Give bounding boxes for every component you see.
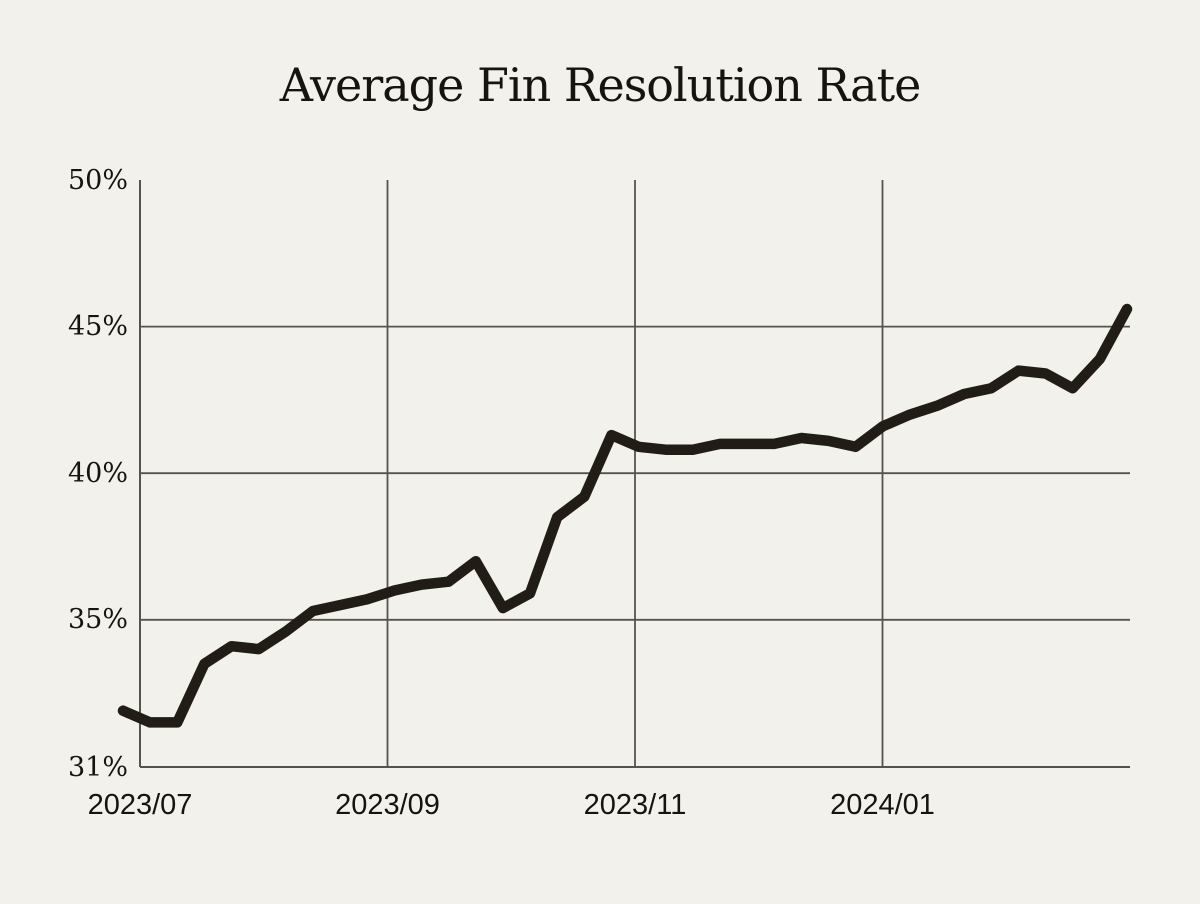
x-axis-tick-label: 2023/09 <box>335 789 440 821</box>
y-axis-tick-label: 45% <box>67 311 128 343</box>
y-axis-tick-label: 35% <box>67 604 128 636</box>
y-axis-tick-label: 31% <box>67 751 128 783</box>
resolution-rate-line <box>117 303 1133 728</box>
x-axis-tick-label: 2023/07 <box>87 789 193 821</box>
x-axis-tick-label: 2023/11 <box>583 789 687 821</box>
y-axis-tick-label: 50% <box>67 164 128 196</box>
y-axis-tick-label: 40% <box>67 457 128 489</box>
chart-title: Average Fin Resolution Rate <box>279 58 922 112</box>
x-axis-tick-label: 2024/01 <box>830 789 935 821</box>
